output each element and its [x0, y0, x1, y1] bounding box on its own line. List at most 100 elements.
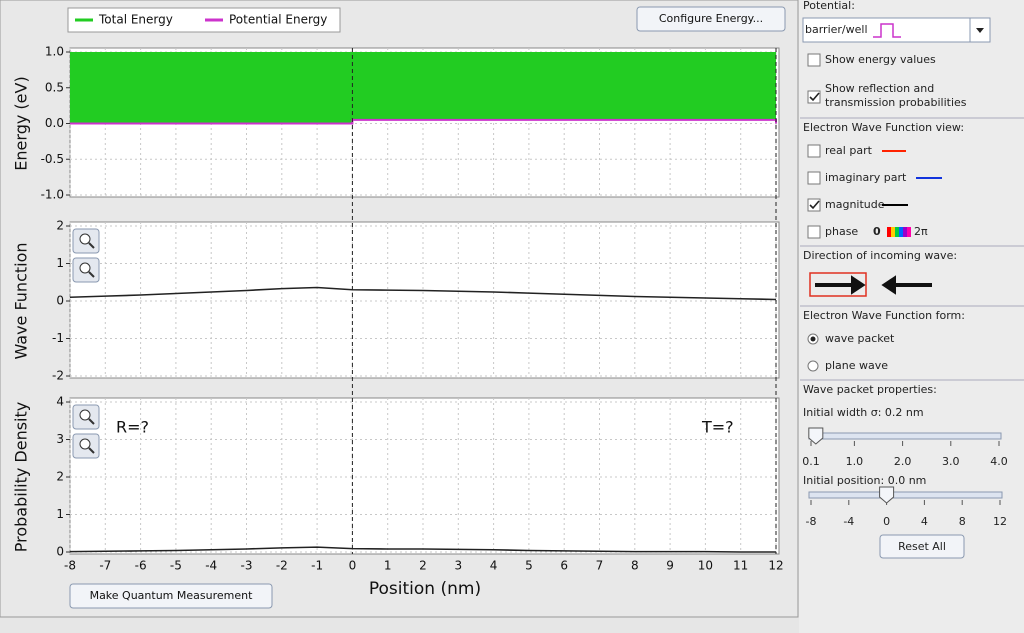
zoom-icon: [88, 271, 95, 278]
x-tick-label: -8: [64, 559, 76, 573]
radio-dot: [810, 336, 816, 342]
zoom-icon: [79, 262, 91, 274]
measure-button[interactable]: [69, 583, 273, 609]
x-tick-label: -1: [311, 559, 323, 573]
slider-thumb[interactable]: [808, 427, 824, 445]
view-checkbox[interactable]: [807, 198, 821, 212]
y-axis-label: Energy (eV): [12, 76, 31, 170]
potential-select[interactable]: [802, 17, 991, 43]
y-axis-label: Probability Density: [12, 402, 31, 553]
slider-tick-label: 12: [993, 515, 1007, 528]
direction-right[interactable]: [809, 272, 867, 297]
transmission-label: T=?: [701, 418, 734, 437]
slider-tick-label: 0: [883, 515, 890, 528]
legend-label: Total Energy: [98, 13, 173, 27]
y-tick-label: 3: [56, 432, 64, 446]
checkbox-label: transmission probabilities: [825, 96, 967, 109]
slider-track: [808, 432, 1002, 440]
checkbox-label: Show energy values: [825, 53, 936, 66]
slider-tick-label: 1.0: [846, 455, 864, 468]
x-tick-label: 5: [525, 559, 533, 573]
slider-tick-label: 8: [959, 515, 966, 528]
slider-thumb[interactable]: [879, 486, 895, 504]
slider-tick-label: 2.0: [894, 455, 912, 468]
reset-button-label: Reset All: [898, 540, 946, 553]
x-axis-label: Position (nm): [369, 579, 481, 599]
y-tick-label: -1: [52, 331, 64, 345]
x-tick-label: -2: [276, 559, 288, 573]
x-tick-label: 12: [768, 559, 783, 573]
x-tick-label: 7: [596, 559, 604, 573]
control-panel: [799, 0, 1024, 633]
section-title: Electron Wave Function form:: [803, 309, 965, 322]
section-title: Direction of incoming wave:: [803, 249, 957, 262]
slider-label: Initial width σ: 0.2 nm: [803, 406, 924, 419]
x-tick-label: -5: [170, 559, 182, 573]
phase-swatch: [899, 227, 903, 237]
checkbox-label: Show reflection and: [825, 82, 934, 95]
slider-label: Initial position: 0.0 nm: [803, 474, 926, 487]
check-mark: [809, 92, 820, 102]
y-axis-label: Wave Function: [12, 242, 31, 359]
x-tick-label: 9: [666, 559, 674, 573]
y-tick-label: 0: [56, 294, 64, 308]
slider-track: [808, 491, 1003, 499]
y-tick-label: 1.0: [45, 45, 64, 59]
checkbox-label: magnitude: [825, 198, 885, 211]
y-tick-label: 1: [56, 507, 64, 521]
checkbox-label: phase: [825, 225, 858, 238]
y-tick-label: 0.5: [45, 80, 64, 94]
slider-tick-label: 0.1: [802, 455, 820, 468]
total-energy-band: [70, 52, 776, 124]
configure-button-label: Configure Energy...: [659, 12, 763, 25]
zoom-icon: [79, 233, 91, 245]
legend-label: Potential Energy: [229, 13, 327, 27]
radio-label: plane wave: [825, 359, 888, 372]
section-title: Electron Wave Function view:: [803, 121, 964, 134]
checkbox-label: real part: [825, 144, 873, 157]
phase-max: 2π: [914, 225, 928, 238]
y-tick-label: -1.0: [41, 188, 64, 202]
radio-label: wave packet: [825, 332, 895, 345]
y-tick-label: -2: [52, 369, 64, 383]
probability-curve: [69, 546, 776, 553]
show-probabilities-checkbox[interactable]: [807, 90, 821, 104]
phase-min: 0: [873, 225, 881, 238]
potential-icon: [873, 23, 901, 38]
x-tick-label: -6: [135, 559, 147, 573]
slider-tick-label: -8: [806, 515, 817, 528]
phase-swatch: [907, 227, 911, 237]
phase-swatch: [903, 227, 907, 237]
x-tick-label: 10: [698, 559, 713, 573]
radio[interactable]: [807, 360, 819, 372]
zoom-icon: [88, 447, 95, 454]
slider-tick-label: -4: [843, 515, 854, 528]
view-checkbox[interactable]: [807, 171, 821, 185]
y-tick-label: -0.5: [41, 152, 64, 166]
legend-box: [67, 7, 341, 33]
x-tick-label: -7: [99, 559, 111, 573]
y-tick-label: 0.0: [45, 116, 64, 130]
view-checkbox[interactable]: [807, 225, 821, 239]
zoom-icon: [88, 418, 95, 425]
view-checkbox[interactable]: [807, 144, 821, 158]
y-tick-label: 0: [56, 545, 64, 559]
reset-button[interactable]: [879, 534, 965, 559]
slider-tick-label: 4.0: [990, 455, 1008, 468]
phase-swatch: [887, 227, 891, 237]
x-tick-label: 2: [419, 559, 427, 573]
reflection-label: R=?: [116, 418, 149, 437]
x-tick-label: -3: [241, 559, 253, 573]
checkbox-label: imaginary part: [825, 171, 907, 184]
y-tick-label: 2: [56, 470, 64, 484]
show-energy-checkbox[interactable]: [807, 53, 821, 67]
x-tick-label: -4: [205, 559, 217, 573]
x-tick-label: 8: [631, 559, 639, 573]
configure-button[interactable]: [636, 6, 786, 32]
arrow-right: [815, 275, 866, 295]
x-tick-label: 3: [454, 559, 462, 573]
slider-tick-label: 4: [921, 515, 928, 528]
measure-button-label: Make Quantum Measurement: [90, 589, 254, 602]
